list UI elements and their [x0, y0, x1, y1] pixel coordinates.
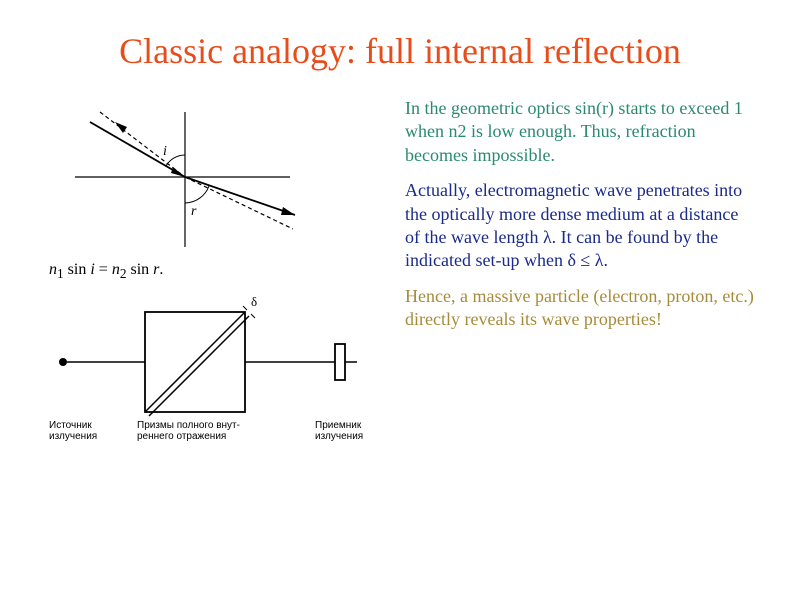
setup-svg: δ Источник излучения Призмы полного внут…	[45, 292, 385, 442]
angle-r-label: r	[191, 204, 197, 219]
delta-label: δ	[251, 294, 257, 309]
angle-i-label: i	[163, 144, 167, 159]
prisms-label: Призмы полного внут- реннего отражения	[137, 420, 243, 442]
slide-title: Classic analogy: full internal reflectio…	[45, 30, 755, 72]
snell-equation: n1 sin i = n2 sin r.	[49, 261, 385, 282]
setup-diagram: δ Источник излучения Призмы полного внут…	[45, 292, 385, 442]
paragraph-1: In the geometric optics sin(r) starts to…	[405, 97, 755, 167]
receiver-label: Приемник излучения	[315, 420, 364, 442]
content-row: i r n1 sin i = n2 sin r.	[45, 97, 755, 442]
refraction-svg: i r	[45, 97, 305, 257]
left-column: i r n1 sin i = n2 sin r.	[45, 97, 385, 442]
paragraph-2: Actually, electromagnetic wave penetrate…	[405, 179, 755, 273]
source-label: Источник излучения	[49, 420, 97, 442]
refraction-diagram: i r n1 sin i = n2 sin r.	[45, 97, 385, 282]
paragraph-3: Hence, a massive particle (electron, pro…	[405, 285, 755, 332]
right-column: In the geometric optics sin(r) starts to…	[405, 97, 755, 442]
